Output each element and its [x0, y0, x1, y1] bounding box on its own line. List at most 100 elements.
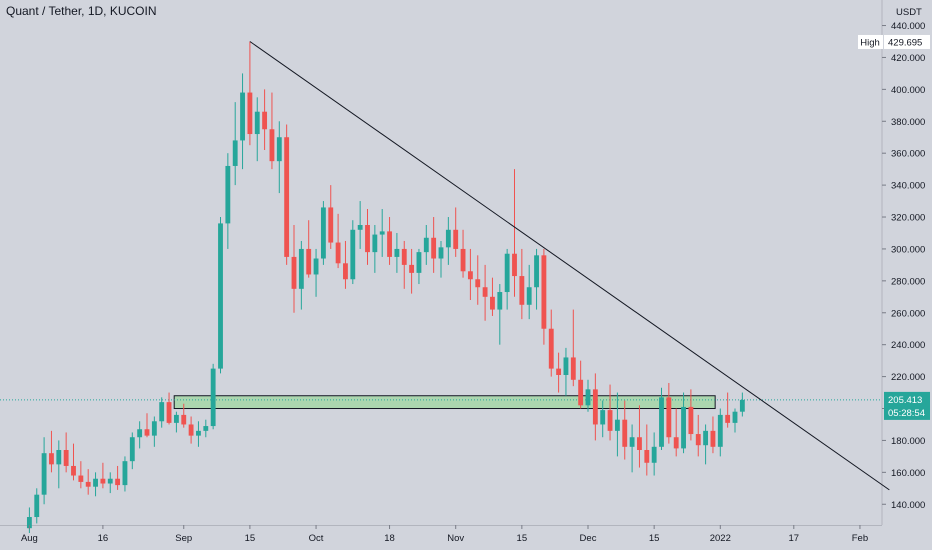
- y-tick-label: 220.000: [891, 372, 925, 383]
- y-tick-label: 180.000: [891, 436, 925, 447]
- candle-body: [563, 357, 569, 375]
- candle-body: [247, 92, 253, 135]
- candle-body: [115, 478, 121, 486]
- candle-body: [129, 437, 135, 462]
- candle-body: [512, 253, 517, 277]
- x-tick-label: 17: [789, 533, 800, 544]
- candle-body: [93, 478, 98, 487]
- y-tick-label: 300.000: [891, 244, 925, 255]
- y-tick-label: 320.000: [891, 213, 925, 224]
- candle-body: [254, 111, 260, 135]
- candle-body: [71, 465, 76, 476]
- candle-body: [629, 437, 635, 447]
- candle-body: [401, 248, 407, 265]
- candle-body: [276, 137, 282, 162]
- candle-body: [519, 276, 525, 305]
- candle-body: [622, 419, 628, 447]
- high-value-box: [884, 34, 930, 49]
- x-tick-label: 15: [245, 533, 256, 544]
- candle-body: [306, 248, 312, 275]
- last-price-badge: [884, 391, 930, 420]
- candle-body: [313, 258, 319, 275]
- x-tick-label: Aug: [21, 533, 38, 544]
- candle-body: [651, 446, 657, 463]
- candle-body: [107, 478, 113, 484]
- time-axis[interactable]: Aug 16 Sep 15 Oct 18 Nov 15 Dec 15 2022 17 Feb: [21, 525, 868, 544]
- candle-body: [181, 414, 187, 425]
- candle-body: [467, 271, 473, 280]
- support-zone-layer: [0, 395, 882, 410]
- candle-body: [394, 248, 400, 257]
- y-tick-label: 420.000: [891, 53, 925, 64]
- candle-body: [41, 453, 47, 495]
- candle-body: [78, 475, 84, 482]
- candle-body: [284, 137, 290, 257]
- x-tick-label: Feb: [852, 533, 868, 544]
- candle-body: [490, 296, 495, 310]
- candle-body: [637, 437, 642, 450]
- candle-body: [218, 223, 223, 369]
- candle-body: [350, 229, 356, 280]
- y-tick-label: 160.000: [891, 468, 925, 479]
- candle-body: [409, 264, 415, 273]
- candle-body: [328, 207, 334, 243]
- y-tick-label: 400.000: [891, 85, 925, 96]
- candle-body: [343, 263, 348, 280]
- candle-body: [365, 225, 370, 253]
- y-tick-label: 260.000: [891, 308, 925, 319]
- candle-body: [210, 368, 216, 427]
- candle-body: [225, 165, 231, 224]
- candles-layer: [26, 41, 745, 533]
- x-tick-label: Sep: [175, 533, 192, 544]
- candle-body: [159, 402, 165, 422]
- candle-body: [232, 140, 238, 166]
- x-tick-label: 16: [98, 533, 109, 544]
- x-tick-label: 15: [649, 533, 660, 544]
- candle-body: [122, 461, 128, 486]
- y-tick-label: 380.000: [891, 117, 925, 128]
- candle-body: [173, 414, 179, 423]
- candle-body: [63, 450, 69, 466]
- candle-body: [431, 237, 437, 259]
- candle-body: [151, 421, 157, 436]
- candle-body: [600, 410, 606, 425]
- candle-body: [578, 379, 584, 406]
- candle-body: [56, 450, 62, 465]
- candle-body: [144, 429, 150, 436]
- x-tick-label: 15: [517, 533, 528, 544]
- candle-body: [357, 225, 363, 230]
- y-tick-label: 360.000: [891, 149, 925, 160]
- candle-body: [695, 434, 701, 446]
- candle-body: [137, 429, 143, 438]
- candle-body: [445, 229, 451, 248]
- candle-body: [26, 517, 32, 529]
- y-tick-label: 240.000: [891, 340, 925, 351]
- candle-body: [666, 397, 672, 438]
- high-value: 429.695: [888, 37, 922, 48]
- candle-body: [482, 287, 488, 297]
- candle-body: [188, 424, 194, 436]
- candle-body: [240, 92, 245, 141]
- price-axis[interactable]: USDT 140.000160.000180.000200.000220.000…: [882, 7, 925, 511]
- candle-body: [423, 237, 429, 253]
- candle-body: [100, 478, 106, 484]
- candle-body: [585, 389, 591, 406]
- high-label-box: [858, 34, 883, 49]
- trendline-layer: [249, 41, 890, 491]
- candle-body: [203, 426, 209, 431]
- x-tick-label: Nov: [447, 533, 464, 544]
- candle-body: [570, 357, 576, 380]
- support-zone: [173, 395, 716, 410]
- candle-body: [725, 414, 731, 423]
- y-tick-label: 340.000: [891, 181, 925, 192]
- high-label: High: [860, 37, 880, 48]
- candle-body: [166, 402, 172, 423]
- x-tick-label: Dec: [580, 533, 597, 544]
- candle-body: [497, 292, 503, 310]
- candle-body: [534, 255, 539, 288]
- y-tick-label: 440.000: [891, 21, 925, 32]
- y-tick-label: 280.000: [891, 276, 925, 287]
- candle-body: [475, 279, 481, 288]
